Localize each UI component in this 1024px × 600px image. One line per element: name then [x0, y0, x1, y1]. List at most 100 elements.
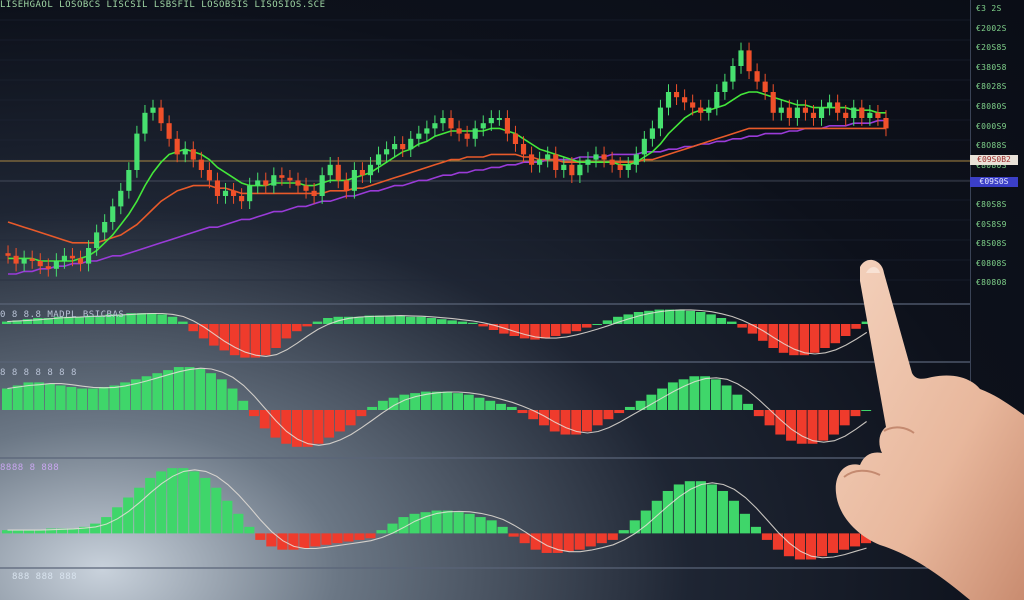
macd-histogram-bar	[364, 315, 375, 324]
macd-histogram-bar	[727, 321, 737, 324]
volume-histogram-bar	[662, 490, 673, 534]
oscillator-histogram-bar	[270, 410, 281, 438]
price-axis-divider	[970, 0, 971, 600]
candle-body	[416, 133, 422, 139]
macd-histogram-bar	[198, 324, 209, 339]
volume-histogram-bar	[101, 517, 112, 534]
candle-body	[255, 180, 261, 186]
macd-histogram-bar	[809, 324, 820, 353]
candle-body	[738, 50, 744, 66]
macd-histogram-bar	[33, 318, 43, 324]
macd-histogram-bar	[250, 324, 261, 358]
volume-histogram-bar	[90, 523, 101, 534]
candle-body	[585, 159, 591, 165]
candle-body	[303, 185, 309, 191]
volume-histogram-bar	[57, 528, 68, 534]
oscillator-histogram-bar	[324, 410, 335, 438]
macd-histogram-bar	[84, 315, 95, 324]
candle-body	[222, 190, 229, 196]
oscillator-histogram-bar	[377, 400, 388, 410]
candle-body	[61, 255, 67, 261]
macd-histogram-bar	[271, 324, 281, 348]
footer-label: 888 888 888	[12, 572, 78, 582]
price-tick-label: €000S9	[976, 121, 1007, 131]
macd-histogram-bar	[115, 314, 126, 324]
oscillator-histogram-bar	[528, 410, 539, 420]
candle-body	[794, 107, 800, 118]
candle-body	[126, 170, 132, 191]
oscillator-histogram-bar	[850, 410, 861, 417]
candle-body	[214, 180, 221, 196]
price-tick-label: €2002S	[976, 23, 1007, 33]
volume-histogram-bar	[761, 533, 773, 540]
macd-histogram-bar	[820, 324, 830, 348]
volume-histogram-bar	[640, 510, 651, 534]
candle-body	[520, 144, 527, 155]
candle-body	[698, 107, 704, 113]
candle-body	[279, 175, 285, 178]
volume-histogram-bar	[860, 533, 872, 544]
moving-average-fast	[8, 91, 886, 262]
oscillator-histogram-bar	[98, 387, 109, 410]
volume-histogram-bar	[585, 533, 596, 547]
volume-histogram-bar	[244, 526, 255, 534]
candle-body	[311, 190, 317, 196]
candle-body	[682, 97, 688, 103]
candle-body	[21, 258, 27, 264]
oscillator-histogram-bar	[582, 410, 592, 432]
macd-histogram-bar	[654, 309, 665, 324]
price-tick-label: €8028S	[976, 82, 1007, 92]
macd-histogram-bar	[447, 320, 457, 324]
volume-histogram-bar	[310, 533, 321, 547]
candle-body	[29, 258, 35, 261]
candle-body	[287, 177, 293, 181]
candle-body	[166, 123, 172, 139]
oscillator-histogram-bar	[624, 406, 635, 410]
candle-body	[480, 123, 486, 129]
macd-histogram-bar	[343, 316, 354, 324]
macd-histogram-bar	[778, 324, 789, 353]
price-tick-label: €3 2S	[976, 4, 1002, 13]
macd-histogram-bar	[354, 316, 364, 324]
volume-histogram-bar	[145, 477, 156, 534]
oscillator-histogram-bar	[410, 393, 421, 410]
volume-histogram-bar	[189, 471, 200, 534]
macd-histogram-bar	[229, 324, 240, 356]
macd-histogram-bar	[43, 318, 53, 324]
macd-histogram-bar	[768, 324, 778, 348]
macd-histogram-bar	[695, 312, 706, 324]
candle-body	[690, 102, 696, 108]
oscillator-histogram-bar	[453, 393, 463, 410]
candle-body	[392, 144, 398, 150]
volume-histogram-bar	[321, 533, 332, 545]
candle-body	[746, 50, 752, 72]
candle-body	[69, 255, 76, 259]
volume-histogram-bar	[684, 481, 695, 534]
candle-body	[859, 107, 865, 118]
oscillator-histogram-bar	[463, 394, 474, 410]
oscillator-histogram-bar	[216, 379, 227, 410]
candle-body	[424, 128, 430, 134]
oscillator-histogram-bar	[77, 388, 88, 410]
oscillator-histogram-bar	[55, 385, 66, 410]
candle-body	[295, 180, 301, 186]
volume-histogram-bar	[519, 533, 530, 544]
oscillator-histogram-bar	[496, 403, 506, 410]
oscillator-histogram-bar	[367, 406, 378, 410]
macd-histogram-bar	[582, 324, 592, 328]
macd-histogram-bar	[571, 324, 582, 332]
macd-histogram-bar	[519, 324, 530, 339]
macd-histogram-bar	[758, 324, 768, 341]
volume-histogram-bar	[299, 533, 310, 549]
candle-body	[722, 81, 728, 92]
macd-histogram-bar	[840, 324, 851, 336]
candle-body	[617, 164, 623, 170]
candle-body	[271, 175, 277, 186]
oscillator-histogram-bar	[399, 394, 410, 410]
candle-body	[13, 255, 19, 264]
candle-body	[472, 128, 478, 139]
macd-histogram-bar	[405, 316, 416, 324]
candle-body	[488, 118, 494, 124]
macd-histogram-bar	[737, 324, 747, 328]
macd-histogram-bar	[302, 324, 312, 327]
